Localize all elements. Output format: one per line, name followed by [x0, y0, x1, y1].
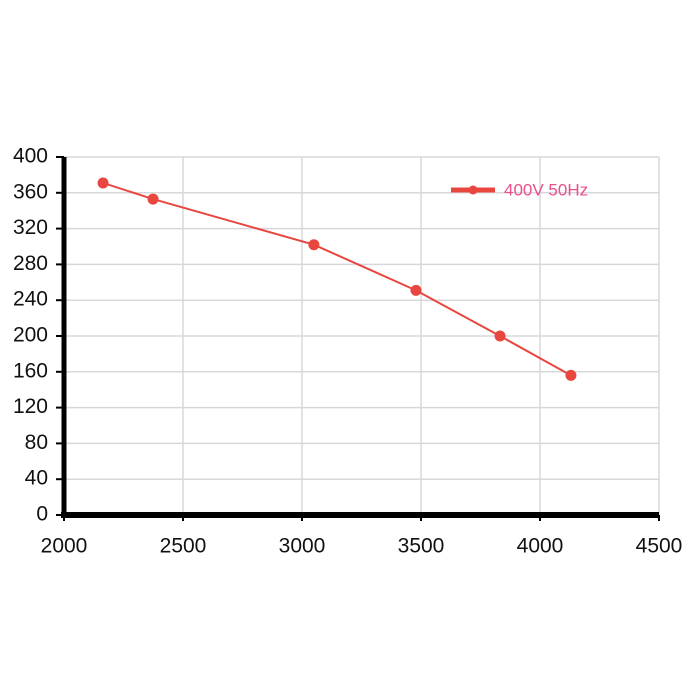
x-tick-label: 4000 — [517, 535, 564, 558]
y-tick-label: 400 — [13, 145, 48, 168]
x-tick-label: 3500 — [398, 535, 445, 558]
data-point — [565, 369, 577, 381]
y-tick-label: 240 — [13, 288, 48, 311]
legend-marker — [468, 185, 478, 195]
x-tick-label: 2000 — [41, 535, 88, 558]
y-tick-label: 280 — [13, 252, 48, 275]
data-point — [97, 177, 109, 189]
y-tick-label: 360 — [13, 180, 48, 203]
y-tick-label: 120 — [13, 395, 48, 418]
data-point — [410, 284, 422, 296]
data-point — [494, 330, 506, 342]
y-tick-label: 320 — [13, 216, 48, 239]
legend-label: 400V 50Hz — [504, 180, 588, 199]
x-tick-label: 3000 — [279, 535, 326, 558]
y-tick-label: 40 — [25, 467, 48, 490]
data-point — [147, 193, 159, 205]
series-line — [102, 182, 572, 377]
x-tick-label: 4500 — [636, 535, 683, 558]
y-tick-label: 160 — [13, 359, 48, 382]
x-tick-label: 2500 — [160, 535, 207, 558]
y-tick-label: 80 — [25, 431, 48, 454]
y-tick-label: 0 — [36, 503, 48, 526]
data-point — [308, 239, 320, 251]
y-tick-label: 200 — [13, 324, 48, 347]
